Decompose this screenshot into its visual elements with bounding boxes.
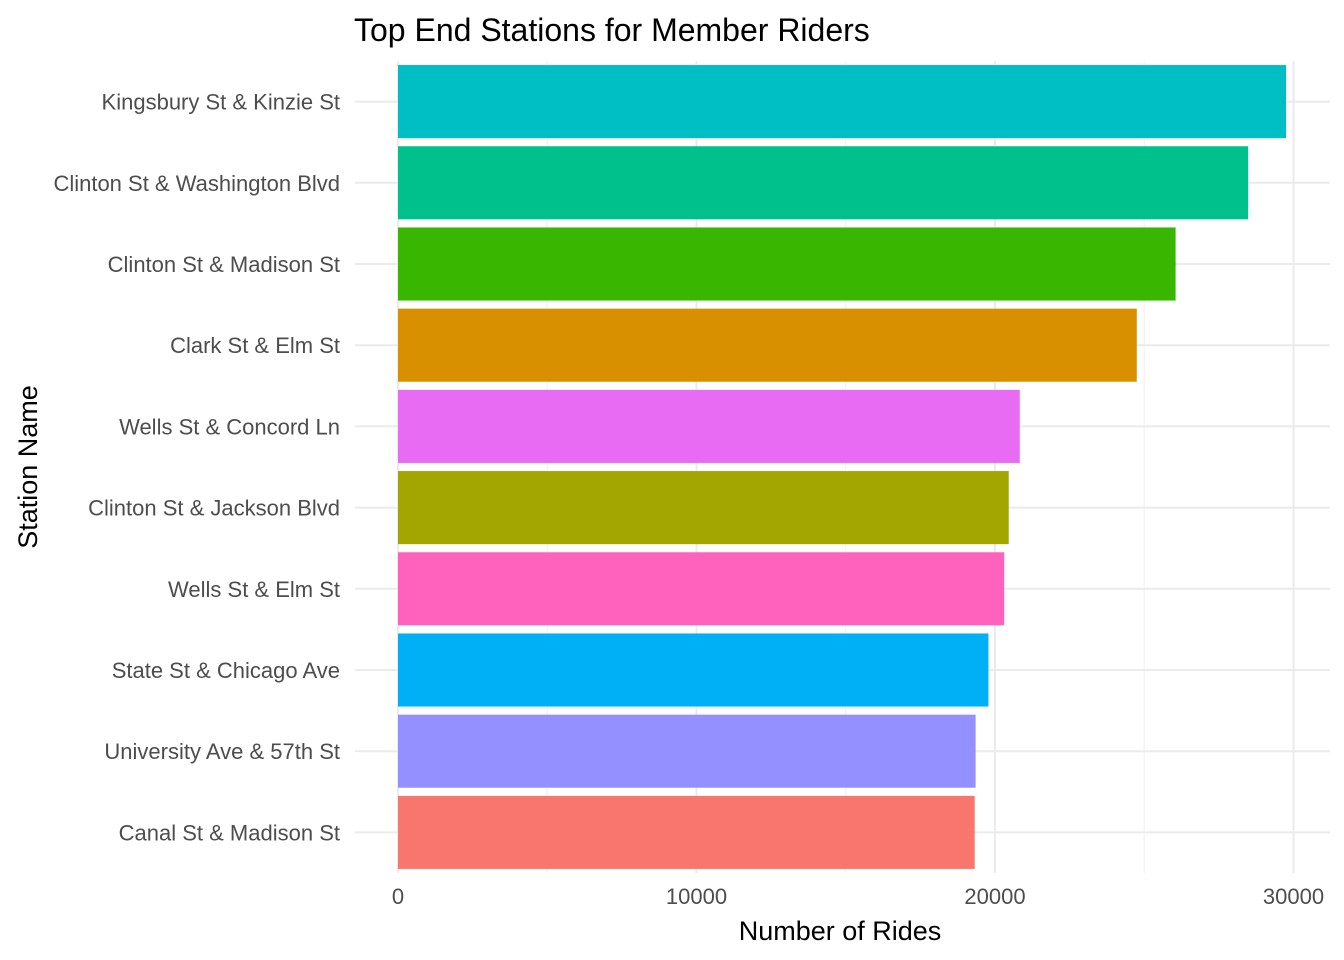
x-tick-label: 10000 xyxy=(666,884,727,909)
bar-clark-st-and-elm-st xyxy=(398,308,1137,382)
x-tick-label: 20000 xyxy=(964,884,1025,909)
bar-state-st-and-chicago-ave xyxy=(398,633,989,707)
y-tick-label: Clark St & Elm St xyxy=(170,333,340,358)
y-tick-label: State St & Chicago Ave xyxy=(112,658,340,683)
y-tick-label: Clinton St & Washington Blvd xyxy=(53,171,340,196)
y-axis-title: Station Name xyxy=(13,385,43,549)
bar-wells-st-and-concord-ln xyxy=(398,389,1020,463)
bar-clinton-st-and-washington-blvd xyxy=(398,146,1249,220)
x-axis-title: Number of Rides xyxy=(739,916,942,946)
bar-wells-st-and-elm-st xyxy=(398,552,1005,626)
y-tick-label: Wells St & Elm St xyxy=(168,577,340,602)
x-tick-label: 0 xyxy=(392,884,404,909)
y-tick-label: Clinton St & Madison St xyxy=(108,252,340,277)
y-tick-label: Clinton St & Jackson Blvd xyxy=(88,496,340,521)
x-axis-tick-labels: 0 10000 20000 30000 xyxy=(392,884,1324,909)
chart-title: Top End Stations for Member Riders xyxy=(354,12,870,48)
bar-university-ave-and-57th-st xyxy=(398,714,976,788)
bar-kingsbury-st-and-kinzie-st xyxy=(398,65,1287,139)
y-axis-tick-labels: Kingsbury St & Kinzie St Clinton St & Was… xyxy=(53,90,340,846)
x-tick-label: 30000 xyxy=(1263,884,1324,909)
bars xyxy=(398,65,1287,869)
y-tick-label: Wells St & Concord Ln xyxy=(119,414,340,439)
bar-clinton-st-and-madison-st xyxy=(398,227,1176,301)
y-tick-label: University Ave & 57th St xyxy=(104,739,340,764)
y-tick-label: Kingsbury St & Kinzie St xyxy=(102,90,340,115)
bar-canal-st-and-madison-st xyxy=(398,795,975,869)
bar-clinton-st-and-jackson-blvd xyxy=(398,471,1009,545)
y-tick-label: Canal St & Madison St xyxy=(119,820,340,845)
